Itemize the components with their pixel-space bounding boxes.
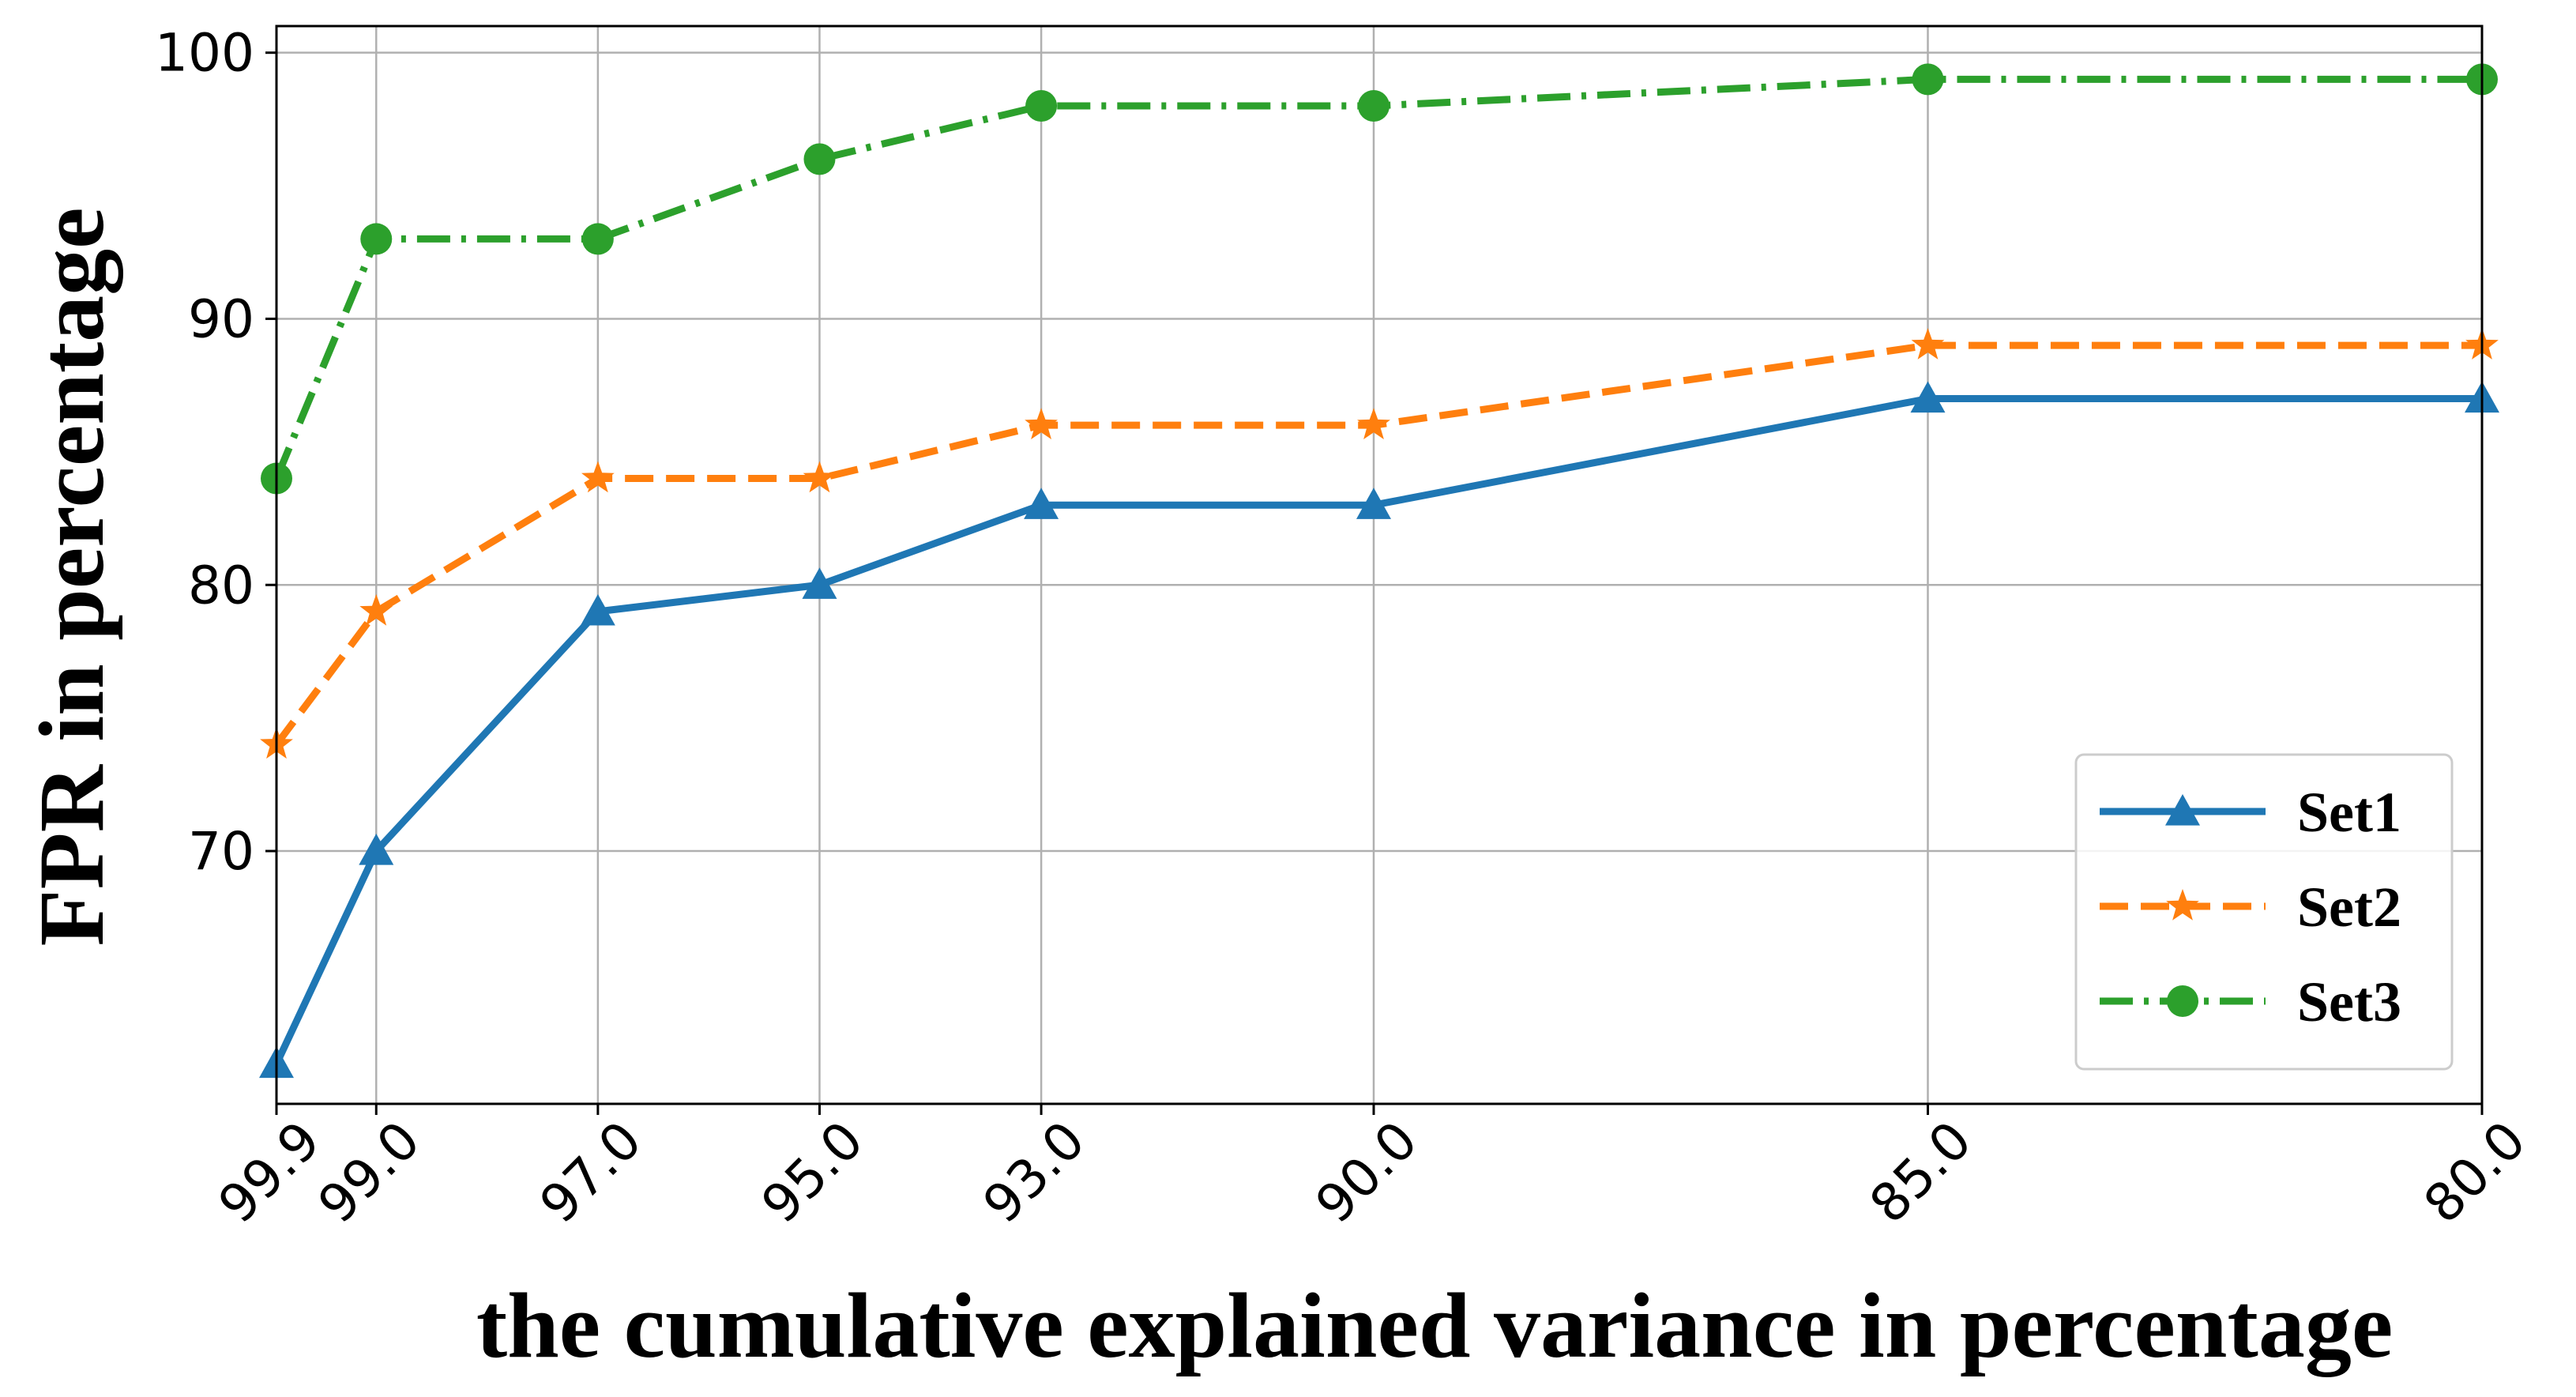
legend-label-set2: Set2 (2297, 875, 2401, 939)
data-point-set1 (1024, 488, 1059, 519)
data-point-set1 (580, 593, 615, 626)
legend-label-set1: Set1 (2297, 781, 2401, 844)
y-tick-label: 90 (188, 288, 254, 349)
data-point-set3 (1357, 90, 1390, 122)
y-tick-label: 70 (188, 821, 254, 882)
data-point-set2 (1357, 408, 1390, 439)
data-point-set1 (359, 834, 394, 865)
legend-box (2074, 753, 2454, 1071)
data-point-set3 (803, 143, 836, 175)
data-point-set3 (581, 223, 614, 255)
data-point-set1 (802, 567, 837, 599)
data-point-set2 (581, 461, 615, 493)
data-point-set3 (360, 223, 393, 255)
series-set1 (259, 381, 2499, 1079)
data-point-set1 (1910, 381, 1946, 413)
series-line-set1 (273, 395, 2482, 1066)
data-point-set2 (1025, 408, 1058, 439)
legend-marker-set3 (2167, 985, 2198, 1017)
legend-label-set3: Set3 (2297, 970, 2401, 1034)
data-point-set3 (1912, 63, 1944, 96)
plot-frame (275, 24, 2484, 1105)
legend: Set1 Set2 Set3 (2074, 753, 2454, 1071)
plot-series (259, 63, 2499, 1079)
data-point-set3 (1025, 90, 1058, 122)
legend-marker-set1 (2165, 794, 2200, 826)
series-line-set2 (273, 341, 2482, 747)
data-point-set2 (359, 593, 393, 626)
y-tick-label: 100 (155, 23, 254, 84)
data-point-set1 (1356, 488, 1391, 519)
y-tick-label: 80 (188, 555, 254, 616)
data-point-set2 (803, 461, 837, 493)
data-point-set2 (1911, 328, 1945, 360)
series-set3 (261, 63, 2498, 495)
y-axis-title: FPR in percentage (20, 207, 123, 946)
legend-marker-set2 (2166, 889, 2199, 921)
x-axis-title: the cumulative explained variance in per… (476, 1274, 2393, 1377)
